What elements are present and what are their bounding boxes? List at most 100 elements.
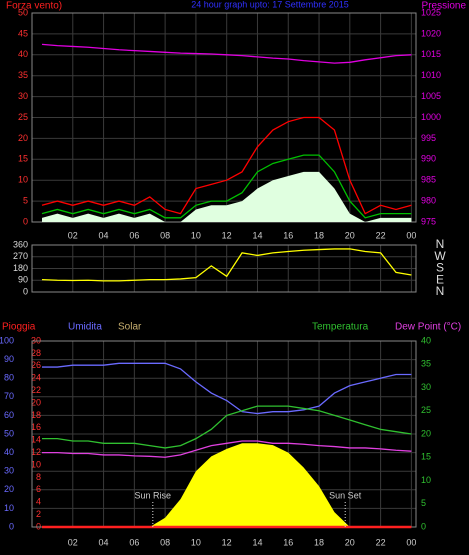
x-tick-label: 00 (406, 230, 416, 240)
line (42, 405, 412, 449)
y2-tick-label: 1020 (421, 28, 441, 38)
x-tick-label: 04 (99, 537, 109, 547)
x-tick-label: 02 (68, 230, 78, 240)
y3-tick-label: 30 (31, 335, 41, 345)
x-tick-label: 20 (345, 230, 355, 240)
y-tick-label: 90 (4, 354, 14, 364)
y2-tick-label: 10 (421, 475, 431, 485)
y-tick-label: 90 (18, 275, 28, 285)
y3-tick-label: 4 (36, 497, 41, 507)
x-tick-label: 04 (99, 230, 109, 240)
x-tick-label: 00 (406, 537, 416, 547)
y2-tick-label: 995 (421, 133, 436, 143)
x-tick-label: 12 (222, 230, 232, 240)
y2-tick-label: W (434, 249, 446, 263)
x-tick-label: 14 (252, 537, 262, 547)
y3-tick-label: 2 (36, 509, 41, 519)
x-tick-label: 02 (68, 537, 78, 547)
y-tick-label: 40 (4, 447, 14, 457)
x-tick-label: 16 (283, 230, 293, 240)
line (41, 116, 412, 215)
y2-tick-label: 15 (421, 452, 431, 462)
y2-tick-label: 0 (421, 521, 426, 531)
y3-tick-label: 0 (36, 521, 41, 531)
y-tick-label: 20 (4, 484, 14, 494)
x-tick-label: 16 (283, 537, 293, 547)
y2-tick-label: 1025 (421, 7, 441, 17)
y3-tick-label: 6 (36, 484, 41, 494)
y2-tick-label: 1010 (421, 70, 441, 80)
y-tick-label: 60 (4, 410, 14, 420)
annotation: Sun Set (329, 490, 362, 500)
y2-tick-label: 990 (421, 154, 436, 164)
y-tick-label: 30 (4, 466, 14, 476)
x-tick-label: 06 (129, 537, 139, 547)
y2-tick-label: S (436, 261, 444, 275)
y-tick-label: 40 (18, 49, 28, 59)
line (41, 43, 412, 64)
y-tick-label: 15 (18, 154, 28, 164)
y3-tick-label: 28 (31, 348, 41, 358)
x-tick-label: 10 (191, 537, 201, 547)
y3-tick-label: 10 (31, 459, 41, 469)
line (42, 440, 412, 458)
y-tick-label: 80 (4, 373, 14, 383)
y2-tick-label: 35 (421, 359, 431, 369)
legend-entry: Pioggia (2, 322, 36, 333)
y2-tick-label: 20 (421, 428, 431, 438)
y2-tick-label: 1015 (421, 49, 441, 59)
y3-tick-label: 14 (31, 435, 41, 445)
y3-tick-label: 18 (31, 410, 41, 420)
x-tick-label: 18 (314, 537, 324, 547)
x-tick-label: 22 (376, 537, 386, 547)
y-tick-label: 45 (18, 28, 28, 38)
x-tick-label: 22 (376, 230, 386, 240)
y-tick-label: 0 (23, 286, 28, 296)
chart-title: 24 hour graph upto: 17 Settembre 2015 (191, 0, 349, 9)
y-tick-label: 10 (4, 503, 14, 513)
y3-tick-label: 20 (31, 397, 41, 407)
x-tick-label: 20 (345, 537, 355, 547)
x-tick-label: 06 (129, 230, 139, 240)
y2-tick-label: 1005 (421, 91, 441, 101)
y2-tick-label: 980 (421, 195, 436, 205)
y2-tick-label: E (436, 272, 444, 286)
legend-entry: Umidita (68, 322, 102, 333)
line (41, 154, 412, 219)
y-tick-label: 50 (18, 7, 28, 17)
y-tick-label: 5 (23, 195, 28, 205)
x-tick-label: 10 (191, 230, 201, 240)
legend-entry: Temperatura (312, 322, 369, 333)
y2-tick-label: 25 (421, 405, 431, 415)
x-tick-label: 18 (314, 230, 324, 240)
y-tick-label: 270 (13, 251, 28, 261)
x-tick-label: 08 (160, 537, 170, 547)
y2-tick-label: 1000 (421, 112, 441, 122)
y-tick-label: 20 (18, 133, 28, 143)
y-tick-label: 25 (18, 112, 28, 122)
y-tick-label: 70 (4, 391, 14, 401)
y3-tick-label: 22 (31, 385, 41, 395)
x-tick-label: 08 (160, 230, 170, 240)
y-tick-label: 0 (9, 521, 14, 531)
y-axis-title: Forza vento) (6, 1, 62, 12)
x-tick-label: 14 (252, 230, 262, 240)
y-tick-label: 180 (13, 263, 28, 273)
legend-entry: Dew Point (°C) (395, 322, 461, 333)
y-tick-label: 30 (18, 91, 28, 101)
y2-tick-label: 40 (421, 335, 431, 345)
line (42, 362, 412, 415)
y-tick-label: 10 (18, 175, 28, 185)
legend-entry: Solar (118, 322, 142, 333)
y3-tick-label: 8 (36, 472, 41, 482)
y2-tick-label: 985 (421, 175, 436, 185)
y3-tick-label: 16 (31, 422, 41, 432)
line (41, 248, 412, 282)
area (42, 171, 412, 222)
y-tick-label: 50 (4, 428, 14, 438)
y2-tick-label: 30 (421, 382, 431, 392)
y2-tick-label: 5 (421, 498, 426, 508)
x-tick-label: 12 (222, 537, 232, 547)
y3-tick-label: 24 (31, 373, 41, 383)
